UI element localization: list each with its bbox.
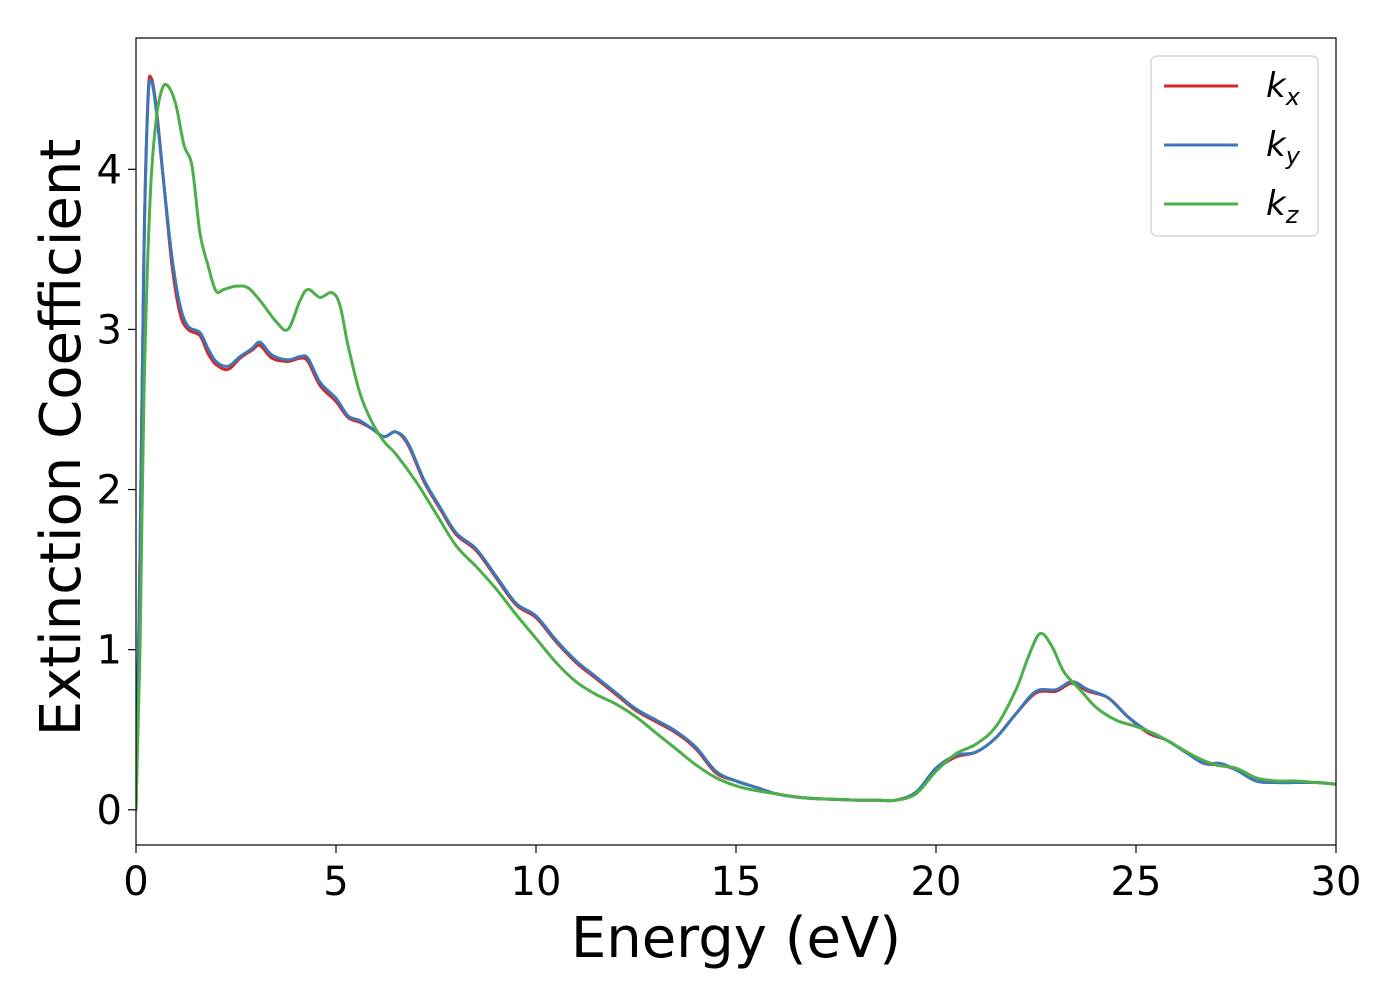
y-tick-label: 3 <box>97 307 122 353</box>
legend-label-y: ky <box>1266 125 1301 170</box>
x-tick-label: 20 <box>911 859 962 905</box>
x-axis-label: Energy (eV) <box>571 906 901 971</box>
series-layer <box>136 74 1336 812</box>
x-tick-label: 10 <box>511 859 562 905</box>
y-tick-label: 4 <box>97 147 122 193</box>
y-tick-label: 2 <box>97 468 122 514</box>
x-tick-label: 30 <box>1311 859 1362 905</box>
series-line-y <box>136 78 1336 812</box>
legend-label-x: kx <box>1266 66 1301 111</box>
y-axis-ticks: 0 1 2 3 4 <box>97 147 136 834</box>
series-line-z <box>136 82 1336 812</box>
x-tick-label: 5 <box>323 859 348 905</box>
legend-label-z: kz <box>1266 184 1300 229</box>
y-tick-label: 1 <box>97 628 122 674</box>
x-tick-label: 15 <box>711 859 762 905</box>
x-tick-label: 0 <box>123 859 148 905</box>
y-tick-label: 0 <box>97 788 122 834</box>
x-tick-label: 25 <box>1111 859 1162 905</box>
legend: kx ky kz <box>1150 55 1319 237</box>
y-axis-label: Extinction Coefficient <box>29 139 94 737</box>
x-axis-ticks: 0 5 10 15 20 25 30 <box>123 845 1361 905</box>
